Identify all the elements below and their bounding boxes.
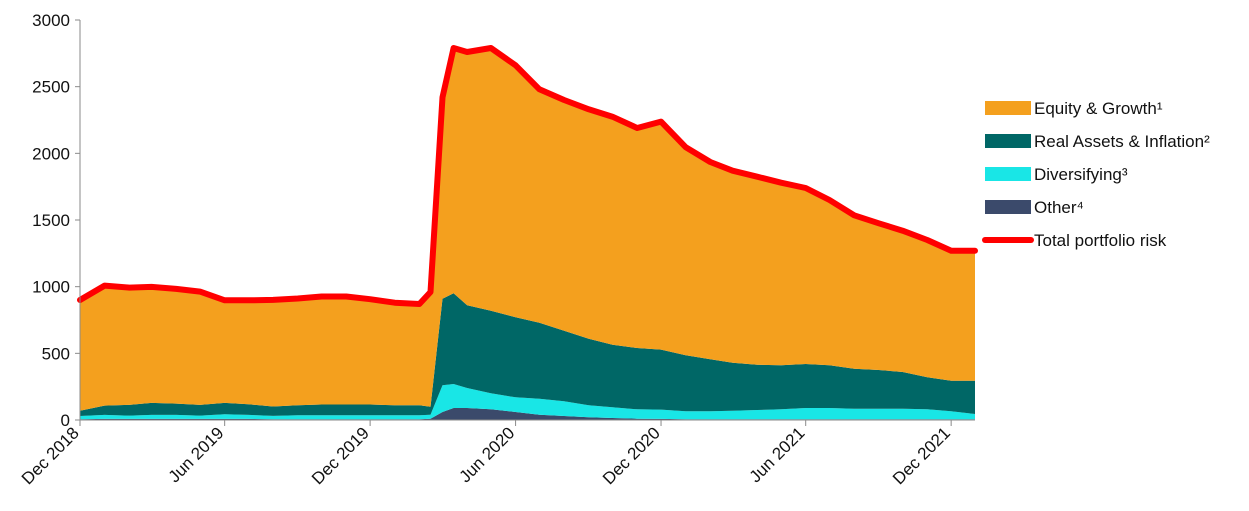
x-tick-label: Dec 2020 xyxy=(599,423,664,488)
total-line-group xyxy=(77,45,978,307)
y-tick-label: 0 xyxy=(61,411,70,430)
legend-label: Real Assets & Inflation² xyxy=(1034,132,1210,151)
legend-swatch xyxy=(985,167,1031,181)
x-tick-label: Jun 2020 xyxy=(456,423,519,486)
legend: Equity & Growth¹ Real Assets & Inflation²… xyxy=(982,99,1210,250)
total-portfolio-risk-line xyxy=(77,45,978,307)
legend-label: Equity & Growth¹ xyxy=(1034,99,1163,118)
y-tick-label: 1500 xyxy=(32,211,70,230)
area-series-1 xyxy=(80,384,975,420)
legend-label-total: Total portfolio risk xyxy=(1034,231,1167,250)
legend-swatch xyxy=(985,101,1031,115)
x-tick-label: Dec 2018 xyxy=(18,423,83,488)
y-tick-label: 2000 xyxy=(32,144,70,163)
x-ticks: Dec 2018 Jun 2019 Dec 2019 Jun 2020 Dec 2020… xyxy=(18,420,954,488)
x-tick-label: Jun 2019 xyxy=(165,423,228,486)
area-series-2 xyxy=(80,293,975,416)
y-tick-label: 3000 xyxy=(32,11,70,30)
y-tick-label: 2500 xyxy=(32,78,70,97)
area-series-group xyxy=(80,48,975,420)
y-tick-label: 500 xyxy=(42,344,70,363)
x-tick-label: Dec 2021 xyxy=(889,423,954,488)
area-series-3 xyxy=(80,48,975,411)
legend-swatch xyxy=(985,200,1031,214)
legend-swatch xyxy=(985,134,1031,148)
y-ticks: 0 500 1000 1500 2000 2500 3000 xyxy=(32,11,80,430)
y-tick-label: 1000 xyxy=(32,278,70,297)
area-series-0 xyxy=(80,408,975,420)
x-tick-label: Jun 2021 xyxy=(746,423,809,486)
legend-label: Other⁴ xyxy=(1034,198,1084,217)
x-tick-label: Dec 2019 xyxy=(308,423,373,488)
legend-label: Diversifying³ xyxy=(1034,165,1128,184)
